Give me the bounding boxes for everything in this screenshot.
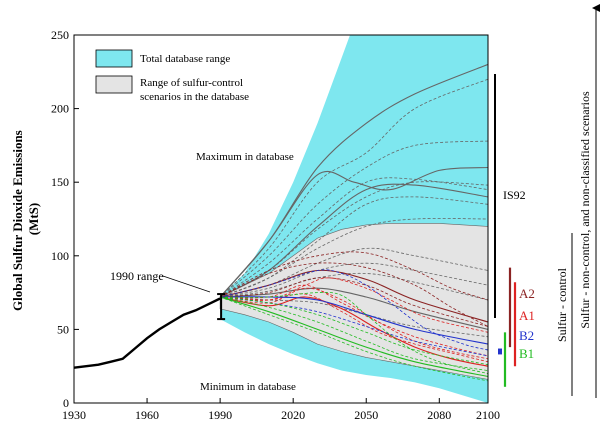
family-label-b1: B1 bbox=[519, 346, 534, 361]
legend-label-control-range-line2: scenarios in the database bbox=[140, 91, 249, 103]
is92-label: IS92 bbox=[503, 188, 526, 202]
historical-emissions-line bbox=[73, 297, 221, 369]
legend-swatch-total-range bbox=[95, 49, 133, 68]
scenario-lines bbox=[219, 63, 488, 382]
scenario-line-gray bbox=[219, 177, 488, 298]
y-axis-label-line2: (MtS) bbox=[26, 203, 41, 236]
scenario-line-green bbox=[219, 296, 488, 378]
scenario-line-gray bbox=[219, 166, 488, 298]
scenario-line-green bbox=[220, 296, 488, 371]
y-tick-label: 0 bbox=[63, 396, 69, 410]
x-tick-label: 1930 bbox=[62, 408, 86, 422]
x-tick-label: 1990 bbox=[208, 408, 232, 422]
scenario-line-red bbox=[220, 293, 488, 363]
scenario-line-blue bbox=[220, 269, 488, 351]
scenario-line-red bbox=[220, 277, 488, 333]
x-tick-label: 2080 bbox=[427, 408, 451, 422]
annotation-1990-range-pointer bbox=[162, 275, 211, 293]
y-tick-label: 150 bbox=[51, 175, 69, 189]
y-tick-label: 50 bbox=[57, 322, 69, 336]
y-tick-label: 250 bbox=[51, 28, 69, 42]
family-label-b2: B2 bbox=[519, 328, 534, 343]
plot-frame bbox=[73, 34, 489, 404]
y-axis-label-line1: Global Sulfur Dioxide Emissions bbox=[10, 130, 25, 311]
annotation-maximum: Maximum in database bbox=[196, 151, 294, 163]
x-tick-label: 1960 bbox=[135, 408, 159, 422]
scenario-line-red bbox=[219, 296, 488, 367]
scenario-line-gray bbox=[219, 140, 488, 298]
family-label-a1: A1 bbox=[519, 308, 535, 323]
sulfur-control-label: Sulfur - control bbox=[555, 267, 569, 342]
y-tick-label: 200 bbox=[51, 102, 69, 116]
scenario-line-red bbox=[220, 287, 488, 360]
x-tick-label: 2100 bbox=[476, 408, 500, 422]
scenario-line-gray bbox=[219, 78, 488, 298]
plot-area bbox=[73, 34, 489, 404]
range-1990-bar bbox=[217, 293, 226, 321]
historical-series bbox=[73, 297, 221, 369]
y-tick-label: 100 bbox=[51, 249, 69, 263]
scenario-line-darkred bbox=[219, 251, 488, 301]
sulfur-noncontrol-label: Sulfur - non-control, and non-classified… bbox=[578, 91, 592, 329]
range-areas bbox=[219, 35, 488, 403]
axes: 1930 1960 1990 2020 2050 2080 2100 0 50 100 150 200… bbox=[51, 28, 500, 422]
legend-label-total-range: Total database range bbox=[140, 53, 230, 65]
scenario-line-gray bbox=[219, 181, 488, 298]
legend-label-control-range-line1: Range of sulfur-control bbox=[140, 77, 243, 89]
legend-swatch-control-range bbox=[95, 75, 133, 94]
scenario-line-darkred bbox=[219, 262, 488, 327]
scenario-line-green bbox=[220, 292, 488, 374]
scenario-line-gray bbox=[220, 287, 488, 330]
family-label-a2: A2 bbox=[519, 286, 535, 301]
y-axis-label: Global Sulfur Dioxide Emissions (MtS) bbox=[10, 127, 41, 311]
legend-label-control-range: Range of sulfur-control scenarios in the… bbox=[140, 77, 249, 103]
annotation-1990-range: 1990 range bbox=[110, 269, 164, 283]
scenario-line-gray bbox=[220, 272, 488, 301]
scenario-family-bars: A2 A1 B2 B1 bbox=[498, 267, 535, 387]
x-tick-label: 2050 bbox=[354, 408, 378, 422]
x-tick-label: 2020 bbox=[281, 408, 305, 422]
scenario-line-gray bbox=[220, 262, 488, 298]
sulfur-control-range-area bbox=[219, 223, 488, 380]
scenario-line-gray bbox=[219, 196, 488, 298]
scenario-line-red bbox=[220, 284, 488, 357]
scenario-line-darkred bbox=[220, 277, 488, 327]
legend: Total database range Range of sulfur-con… bbox=[95, 49, 249, 103]
scenario-line-green bbox=[220, 296, 488, 366]
annotation-minimum: Minimum in database bbox=[200, 381, 296, 393]
